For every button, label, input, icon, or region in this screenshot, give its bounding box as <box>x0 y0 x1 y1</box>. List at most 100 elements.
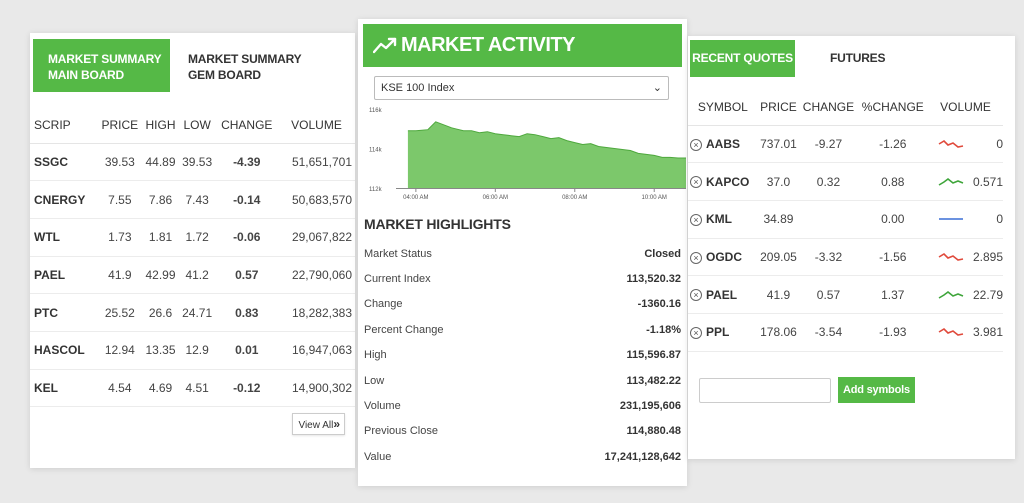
cell-change <box>799 200 858 239</box>
cell-volume: 18,282,383 <box>278 293 355 332</box>
cell-price: 25.52 <box>97 293 143 332</box>
cell-volume: 51,651,701 <box>278 143 355 182</box>
column-header: LOW <box>178 107 216 144</box>
cell-volume: 14,900,302 <box>278 369 355 408</box>
table-row[interactable]: SSGC 39.53 44.89 39.53 -4.39 51,651,701 <box>30 143 355 182</box>
remove-icon[interactable]: × <box>690 327 702 340</box>
table-row[interactable]: CNERGY 7.55 7.86 7.43 -0.14 50,683,570 <box>30 180 355 219</box>
cell-change: 0.83 <box>215 293 279 332</box>
tab-gem-board[interactable]: MARKET SUMMARY GEM BOARD <box>188 51 302 83</box>
column-header: CHANGE <box>799 89 858 126</box>
remove-icon[interactable]: × <box>690 289 702 302</box>
symbol-input[interactable] <box>699 378 831 403</box>
symbol-label: KAPCO <box>706 174 750 189</box>
highlight-label: Market Status <box>364 247 432 260</box>
sparkline-down <box>938 139 964 148</box>
highlight-row: Volume 231,195,606 <box>364 393 681 418</box>
cell-symbol: × KAPCO <box>688 162 758 201</box>
y-tick-label: 112k <box>369 187 383 193</box>
table-header-row: SCRIP PRICE HIGH LOW CHANGE VOLUME <box>30 107 355 144</box>
tab-main-board-line2: MAIN BOARD <box>48 68 124 82</box>
cell-price: 34.89 <box>757 200 800 239</box>
market-highlights-list: Market Status Closed Current Index 113,520.… <box>364 241 681 470</box>
cell-scrip: KEL <box>30 369 98 408</box>
cell-low: 12.9 <box>178 331 216 370</box>
highlight-label: Change <box>364 298 403 311</box>
sparkline-down <box>938 328 964 337</box>
cell-change: -0.14 <box>215 180 279 219</box>
cell-pct-change: -1.56 <box>857 238 928 277</box>
table-row[interactable]: KEL 4.54 4.69 4.51 -0.12 14,900,302 <box>30 369 355 408</box>
cell-change: -0.12 <box>215 369 279 408</box>
cell-volume: 22.79 <box>928 275 1003 314</box>
volume-cell: 0.571 <box>928 175 1003 189</box>
symbol-label: PAEL <box>706 287 738 302</box>
table-row[interactable]: PTC 25.52 26.6 24.71 0.83 18,282,383 <box>30 293 355 332</box>
table-row[interactable]: × AABS 737.01 -9.27 -1.26 0 <box>688 125 1003 164</box>
highlight-value: -1.18% <box>646 323 681 336</box>
view-all-label: View All <box>298 420 334 431</box>
y-tick-label: 116k <box>369 108 383 114</box>
recent-quotes-card: RECENT QUOTES FUTURES SYMBOL PRICE CHANGE%… <box>688 36 1015 459</box>
column-header: %CHANGE <box>857 89 928 126</box>
add-symbols-button[interactable]: Add symbols <box>838 377 915 403</box>
column-header: CHANGE <box>215 107 279 144</box>
column-header: HIGH <box>142 107 179 144</box>
table-row[interactable]: PAEL 41.9 42.99 41.2 0.57 22,790,060 <box>30 256 355 295</box>
cell-high: 26.6 <box>142 293 179 332</box>
cell-volume: 22,790,060 <box>278 256 355 295</box>
cell-high: 7.86 <box>142 180 179 219</box>
table-row[interactable]: × PPL 178.06 -3.54 -1.93 3.981 <box>688 313 1003 352</box>
highlight-row: Previous Close 114,880.48 <box>364 419 681 444</box>
remove-icon[interactable]: × <box>690 176 702 189</box>
cell-scrip: WTL <box>30 218 98 257</box>
cell-symbol: × KML <box>688 200 758 239</box>
volume-cell: 0 <box>928 137 1003 151</box>
cell-pct-change: 0.88 <box>857 162 928 201</box>
table-row[interactable]: × OGDC 209.05 -3.32 -1.56 2.895 <box>688 238 1003 277</box>
table-row[interactable]: × KAPCO 37.0 0.32 0.88 0.571 <box>688 162 1003 201</box>
cell-change: -0.06 <box>215 218 279 257</box>
market-summary-tabs: MARKET SUMMARY MAIN BOARD MARKET SUMMARY… <box>30 33 355 93</box>
view-all-button[interactable]: View All» <box>292 413 345 435</box>
cell-symbol: × OGDC <box>688 238 758 277</box>
remove-icon[interactable]: × <box>690 138 702 151</box>
cell-scrip: PTC <box>30 293 98 332</box>
highlight-value: 115,596.87 <box>626 349 681 362</box>
cell-scrip: HASCOL <box>30 331 98 370</box>
highlight-row: High 115,596.87 <box>364 343 681 368</box>
cell-change: -3.32 <box>799 238 858 277</box>
tab-futures[interactable]: FUTURES <box>830 51 886 65</box>
remove-icon[interactable]: × <box>690 214 702 227</box>
cell-price: 41.9 <box>757 275 800 314</box>
cell-volume: 50,683,570 <box>278 180 355 219</box>
remove-icon[interactable]: × <box>690 251 702 264</box>
cell-change: 0.57 <box>215 256 279 295</box>
cell-change: -9.27 <box>799 125 858 164</box>
tab-main-board[interactable]: MARKET SUMMARY MAIN BOARD <box>33 39 170 92</box>
highlight-row: Percent Change -1.18% <box>364 317 681 342</box>
table-row[interactable]: × KML 34.89 0.00 0 <box>688 200 1003 239</box>
highlight-value: Closed <box>644 247 681 260</box>
cell-symbol: × PAEL <box>688 275 758 314</box>
market-activity-card: MARKET ACTIVITY KSE 100 Index ⌄ 116k 114k… <box>358 19 687 486</box>
highlight-row: Change -1360.16 <box>364 292 681 317</box>
cell-high: 13.35 <box>142 331 179 370</box>
table-row[interactable]: WTL 1.73 1.81 1.72 -0.06 29,067,822 <box>30 218 355 257</box>
cell-change: -4.39 <box>215 143 279 182</box>
tab-recent-quotes[interactable]: RECENT QUOTES <box>690 40 795 77</box>
volume-cell: 3.981 <box>928 325 1003 339</box>
cell-price: 12.94 <box>97 331 143 370</box>
cell-volume: 29,067,822 <box>278 218 355 257</box>
highlight-label: Previous Close <box>364 425 438 438</box>
highlight-value: 231,195,606 <box>619 400 681 413</box>
symbol-label: AABS <box>706 136 741 151</box>
index-select[interactable]: KSE 100 Index ⌄ <box>374 76 669 100</box>
sparkline-up <box>938 290 964 299</box>
cell-low: 7.43 <box>178 180 216 219</box>
cell-change: -3.54 <box>799 313 858 352</box>
table-row[interactable]: × PAEL 41.9 0.57 1.37 22.79 <box>688 275 1003 314</box>
market-highlights-title: MARKET HIGHLIGHTS <box>364 216 511 232</box>
table-row[interactable]: HASCOL 12.94 13.35 12.9 0.01 16,947,063 <box>30 331 355 370</box>
volume-value: 3.981 <box>972 325 1003 340</box>
